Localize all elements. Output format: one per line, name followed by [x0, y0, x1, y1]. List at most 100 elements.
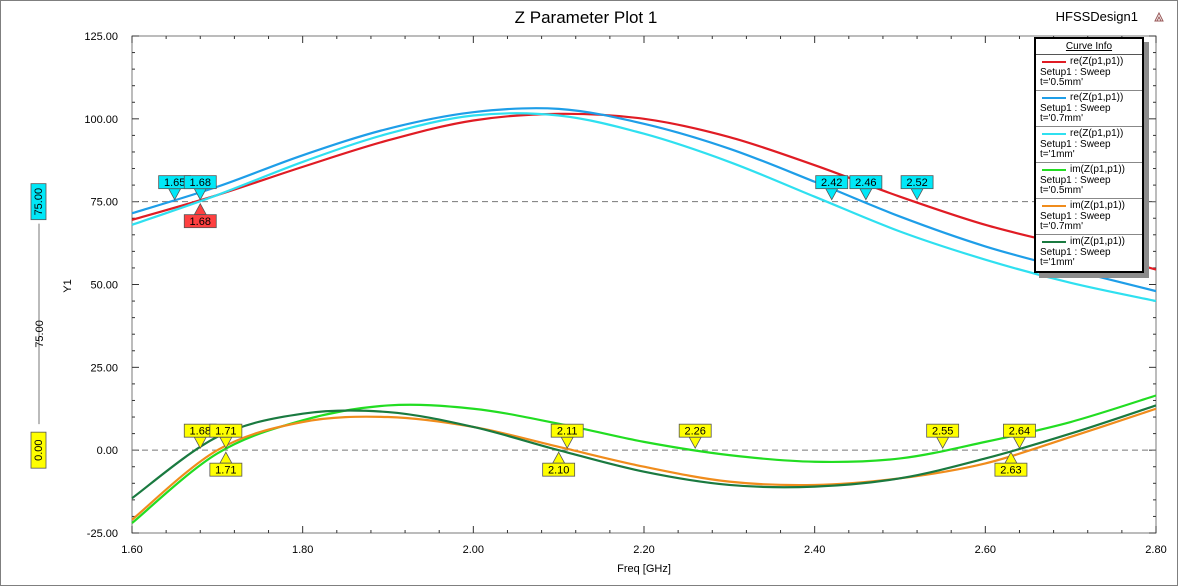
marker-box [1003, 423, 1036, 438]
marker-box [849, 175, 883, 190]
series-line-2 [131, 107, 1157, 293]
legend-title: Curve Info [1036, 39, 1142, 55]
marker-box [209, 462, 243, 477]
y-tick-label: 25.00 [90, 362, 118, 374]
marker-2-63[interactable]: 2.63 [994, 451, 1028, 477]
x-tick-label: 2.60 [975, 544, 996, 556]
y-tick-label: 50.00 [90, 280, 118, 292]
marker-1-71[interactable]: 1.71 [209, 423, 243, 450]
marker-label: 1.68 [190, 216, 211, 228]
marker-1-68[interactable]: 1.68 [183, 423, 217, 450]
marker-1-68[interactable]: 1.68 [183, 175, 217, 201]
x-tick-label: 2.20 [633, 544, 654, 556]
marker-label: 2.46 [855, 177, 876, 189]
legend-item-name: re(Z(p1,p1)) [1070, 92, 1124, 103]
y-tick-label: 0.00 [97, 445, 118, 457]
legend-item[interactable]: im(Z(p1,p1)) Setup1 : Sweep t='0.7mm' [1036, 199, 1142, 235]
marker-box [900, 175, 934, 190]
legend-item[interactable]: im(Z(p1,p1)) Setup1 : Sweep t='1mm' [1036, 235, 1142, 271]
legend-swatch [1042, 97, 1066, 99]
side-label-text: 0.00 [33, 439, 45, 460]
marker-box [678, 423, 712, 438]
marker-2-11[interactable]: 2.11 [550, 423, 584, 450]
legend-item[interactable]: re(Z(p1,p1)) Setup1 : Sweep t='0.7mm' [1036, 91, 1142, 127]
marker-box [542, 462, 576, 477]
marker-box [183, 175, 217, 190]
legend-item-setup: Setup1 : Sweep [1040, 210, 1111, 222]
legend-swatch [1042, 61, 1066, 63]
side-delta-label: 75.00 [34, 320, 46, 348]
legend-item-setup: Setup1 : Sweep [1040, 66, 1111, 78]
side-label-box [30, 431, 47, 469]
legend-item-setup: Setup1 : Sweep [1040, 138, 1111, 150]
legend-item-name: im(Z(p1,p1)) [1070, 200, 1126, 211]
legend-item-param: t='1mm' [1040, 257, 1075, 268]
marker-2-64[interactable]: 2.64 [1003, 423, 1036, 450]
x-tick-label: 1.80 [292, 544, 313, 556]
curve-info-legend[interactable]: Curve Info re(Z(p1,p1)) Setup1 : Sweep t='… [1034, 37, 1144, 273]
side-label-75-00: 75.00 [30, 183, 47, 221]
marker-box [815, 175, 849, 190]
marker-1-68[interactable]: 1.68 [183, 202, 217, 229]
marker-2-10[interactable]: 2.10 [542, 451, 576, 477]
marker-label: 1.71 [215, 426, 236, 438]
marker-box [209, 423, 243, 438]
legend-item-name: im(Z(p1,p1)) [1070, 236, 1126, 247]
marker-label: 2.52 [906, 177, 927, 189]
marker-label: 2.42 [821, 177, 842, 189]
x-axis-label: Freq [GHz] [617, 563, 671, 575]
legend-item-param: t='1mm' [1040, 149, 1075, 160]
marker-label: 2.55 [932, 426, 953, 438]
series-line-4 [131, 394, 1157, 524]
legend-swatch [1042, 205, 1066, 207]
chart-title: Z Parameter Plot 1 [515, 8, 658, 27]
x-tick-label: 2.00 [463, 544, 484, 556]
y-axis-label: Y1 [62, 279, 74, 292]
marker-label: 2.26 [684, 426, 705, 438]
marker-box [183, 214, 217, 229]
legend-item-param: t='0.5mm' [1040, 185, 1083, 196]
y-tick-label: -25.00 [87, 528, 118, 540]
marker-2-55[interactable]: 2.55 [926, 423, 960, 450]
marker-2-46[interactable]: 2.46 [849, 175, 883, 201]
y-tick-label: 125.00 [84, 31, 118, 43]
marker-label: 1.71 [215, 465, 236, 477]
legend-swatch [1042, 169, 1066, 171]
marker-1-71[interactable]: 1.71 [209, 451, 243, 477]
marker-label: 2.10 [548, 465, 569, 477]
side-label-text: 75.00 [33, 188, 45, 216]
x-tick-label: 1.60 [121, 544, 142, 556]
marker-2-52[interactable]: 2.52 [900, 175, 934, 201]
y-tick-label: 100.00 [84, 114, 118, 126]
marker-2-42[interactable]: 2.42 [815, 175, 849, 201]
side-label-box [30, 183, 47, 221]
legend-item-setup: Setup1 : Sweep [1040, 102, 1111, 114]
marker-2-26[interactable]: 2.26 [678, 423, 712, 450]
marker-box [994, 462, 1028, 477]
legend-item-param: t='0.5mm' [1040, 77, 1083, 88]
series-line-3 [131, 112, 1157, 303]
legend-swatch [1042, 241, 1066, 243]
series-line-5 [131, 407, 1157, 521]
marker-label: 2.64 [1009, 426, 1030, 438]
legend-item[interactable]: re(Z(p1,p1)) Setup1 : Sweep t='0.5mm' [1036, 55, 1142, 91]
marker-box [926, 423, 960, 438]
legend-item-name: im(Z(p1,p1)) [1070, 164, 1126, 175]
legend-item-setup: Setup1 : Sweep [1040, 246, 1111, 258]
series-line-1 [131, 112, 1157, 271]
y-tick-label: 75.00 [90, 197, 118, 209]
legend-item-name: re(Z(p1,p1)) [1070, 56, 1124, 67]
marker-box [550, 423, 584, 438]
series-line-6 [131, 404, 1157, 500]
side-label-0-00: 0.00 [30, 431, 47, 469]
design-name: HFSSDesign1 [1056, 9, 1138, 24]
marker-label: 1.68 [190, 426, 211, 438]
legend-item-setup: Setup1 : Sweep [1040, 174, 1111, 186]
app-logo-icon [1154, 11, 1164, 22]
legend-item[interactable]: im(Z(p1,p1)) Setup1 : Sweep t='0.5mm' [1036, 163, 1142, 199]
marker-label: 1.65 [164, 177, 185, 189]
legend-swatch [1042, 133, 1066, 135]
legend-item[interactable]: re(Z(p1,p1)) Setup1 : Sweep t='1mm' [1036, 127, 1142, 163]
